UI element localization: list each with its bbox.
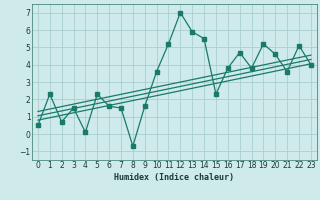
X-axis label: Humidex (Indice chaleur): Humidex (Indice chaleur) xyxy=(115,173,234,182)
